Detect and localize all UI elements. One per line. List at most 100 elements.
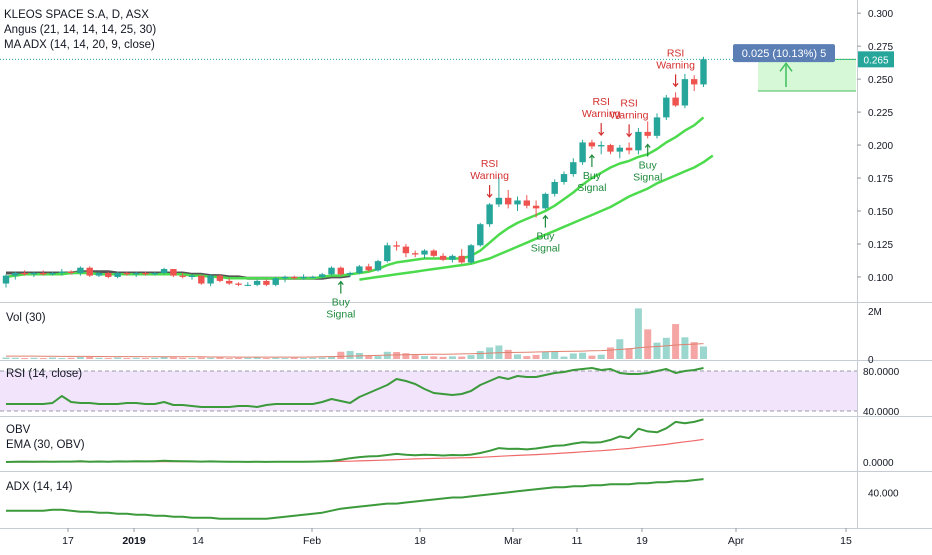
- volume-bar: [597, 354, 605, 359]
- legend-symbol[interactable]: KLEOS SPACE S.A, D, ASX: [4, 9, 149, 21]
- volume-bar: [374, 356, 382, 359]
- volume-bar: [439, 356, 447, 359]
- buy-signal-arrow-icon: [337, 280, 344, 294]
- candle-body: [58, 271, 65, 273]
- candle-body: [551, 181, 558, 194]
- volume-bar: [690, 342, 698, 359]
- candle-body: [160, 269, 168, 273]
- candle-body: [598, 145, 605, 147]
- candle-body: [170, 269, 177, 276]
- volume-bar: [644, 329, 652, 359]
- rsi-warning-arrow-icon: [626, 124, 633, 138]
- volume-bar: [681, 337, 689, 359]
- obv-pane-title[interactable]: OBV: [6, 424, 31, 436]
- volume-bar: [244, 357, 252, 359]
- obv-axis-label: 0.0000: [863, 458, 894, 469]
- candle-body: [253, 280, 261, 285]
- volume-bar: [448, 356, 456, 359]
- candle-body: [133, 272, 140, 275]
- volume-bar: [160, 356, 168, 359]
- volume-axis-label: 0: [868, 355, 874, 366]
- candle-body: [700, 59, 707, 85]
- volume-bar: [337, 351, 345, 359]
- volume-bar: [607, 347, 614, 359]
- candle-body: [458, 255, 465, 263]
- volume-bar: [95, 357, 103, 359]
- volume-bar: [262, 358, 270, 360]
- candle-body: [681, 79, 689, 106]
- candle-body: [691, 79, 698, 85]
- volume-bar: [21, 358, 29, 360]
- candle-body: [663, 97, 670, 118]
- rsi-pane-title[interactable]: RSI (14, close): [6, 368, 83, 380]
- candle-body: [356, 266, 363, 273]
- candle-body: [477, 224, 484, 246]
- volume-bar: [114, 357, 122, 359]
- candle-body: [393, 245, 400, 247]
- time-axis-label: Feb: [303, 535, 321, 547]
- volume-bar: [532, 354, 540, 359]
- adx-line: [6, 478, 704, 520]
- candle-body: [123, 272, 131, 275]
- candle-body: [216, 275, 224, 281]
- volume-bar: [225, 358, 233, 360]
- rsi-warning-label: Warning: [610, 109, 649, 121]
- candle-body: [49, 272, 56, 275]
- legend-study-angus[interactable]: Angus (21, 14, 14, 14, 25, 30): [4, 24, 157, 36]
- price-axis-label: 0.175: [868, 174, 893, 185]
- measure-badge-label: 0.025 (10.13%) 5: [742, 48, 826, 60]
- obv-ema-pane-title[interactable]: EMA (30, OBV): [6, 439, 85, 451]
- volume-bar: [541, 351, 549, 359]
- volume-bar: [318, 357, 326, 359]
- adx-pane-title[interactable]: ADX (14, 14): [6, 481, 73, 493]
- ma-fast-line: [5, 116, 705, 280]
- volume-bar: [504, 349, 512, 359]
- candle-body: [439, 255, 447, 260]
- volume-bar: [272, 357, 280, 359]
- rsi-warning-label: Warning: [470, 170, 509, 182]
- candle-body: [95, 272, 103, 276]
- volume-bar: [328, 356, 335, 359]
- legend-study-ma-adx[interactable]: MA ADX (14, 14, 20, 9, close): [4, 39, 155, 51]
- volume-bar: [58, 358, 66, 360]
- volume-bar: [216, 357, 224, 359]
- candle-body: [67, 271, 75, 273]
- candle-body: [337, 267, 344, 275]
- rsi-warning-label: Warning: [656, 59, 695, 71]
- buy-signal-label: Buy: [332, 297, 351, 309]
- rsi-warning-arrow-icon: [486, 185, 493, 199]
- candle-body: [21, 272, 28, 275]
- volume-bar: [30, 357, 38, 359]
- buy-signal-arrow-icon: [542, 214, 549, 228]
- buy-signal-label: Buy: [583, 170, 602, 182]
- volume-pane-title[interactable]: Vol (30): [6, 312, 46, 324]
- candle-body: [226, 280, 233, 284]
- candle-body: [365, 266, 372, 271]
- time-axis-label: 14: [192, 535, 204, 547]
- rsi-axis-label: 40.0000: [863, 407, 900, 418]
- rsi-warning-label: RSI: [592, 96, 610, 108]
- price-axis-label: 0.275: [868, 42, 893, 53]
- volume-bar: [346, 351, 354, 359]
- volume-bar: [560, 356, 568, 359]
- volume-bar: [290, 357, 298, 359]
- buy-signal-label: Buy: [639, 159, 658, 171]
- candle-body: [114, 272, 121, 277]
- volume-bar: [523, 356, 531, 359]
- volume-bar: [188, 358, 196, 360]
- last-price-label: 0.265: [863, 55, 888, 66]
- candle-body: [281, 276, 289, 279]
- candle-body: [467, 245, 475, 263]
- volume-bar: [588, 355, 596, 359]
- candle-body: [328, 267, 335, 275]
- volume-bar: [11, 357, 19, 359]
- volume-bar: [104, 358, 112, 360]
- volume-bar: [402, 353, 410, 359]
- volume-bar: [672, 324, 680, 359]
- volume-bar: [411, 355, 419, 359]
- candle-body: [616, 147, 623, 152]
- candle-body: [207, 275, 214, 284]
- volume-bar: [67, 357, 75, 359]
